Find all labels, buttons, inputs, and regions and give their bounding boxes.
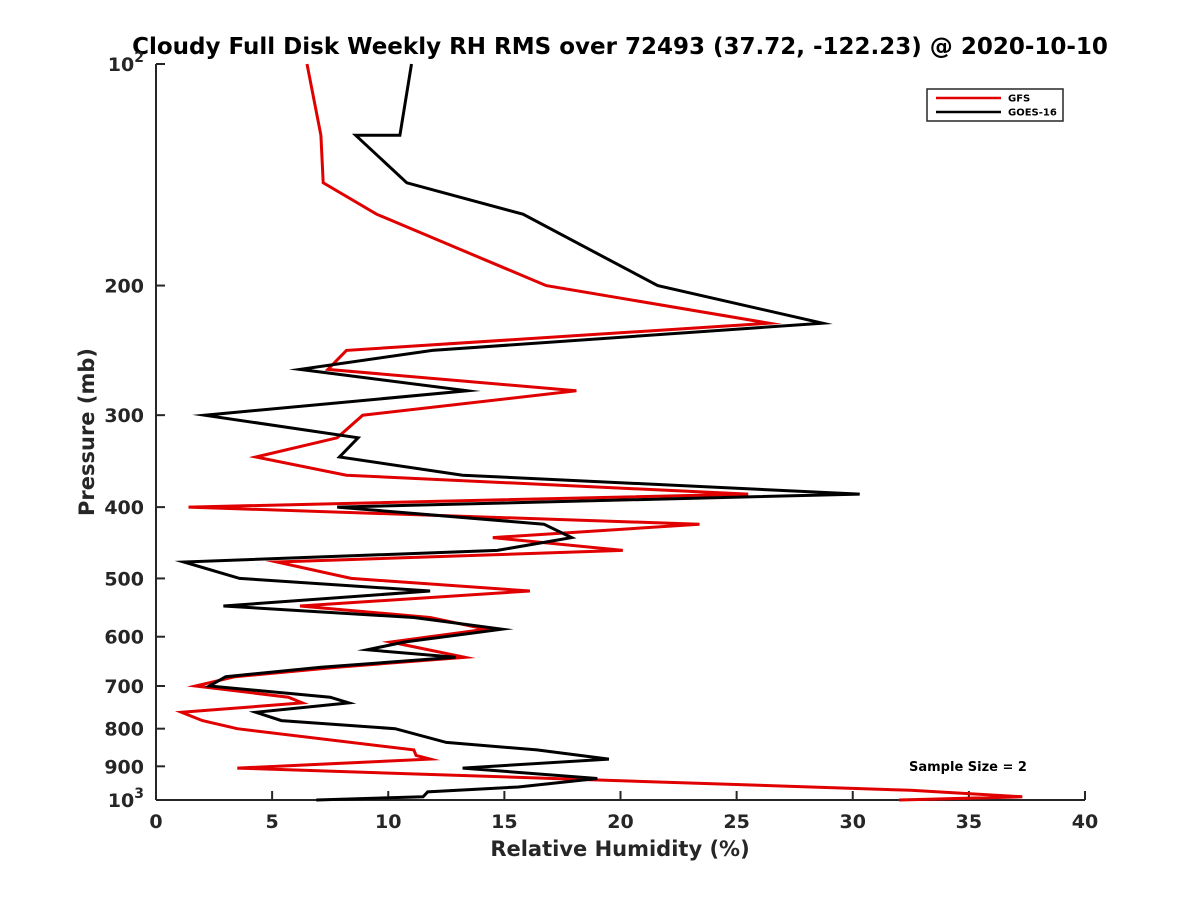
series-layer <box>174 63 1023 802</box>
x-tick-label: 15 <box>491 811 517 833</box>
y-tick-label: 103 <box>108 786 144 812</box>
y-tick-label: 800 <box>104 719 144 741</box>
axes <box>155 64 1085 801</box>
y-tick-label-base: 400 <box>104 497 144 519</box>
legend-box <box>926 88 1064 122</box>
y-tick-label-base: 800 <box>104 719 144 741</box>
series-line-gfs <box>174 63 1023 802</box>
y-tick-label: 600 <box>104 627 144 649</box>
x-tick-label: 20 <box>607 811 633 833</box>
x-tick-label: 5 <box>266 811 279 833</box>
x-tick-label: 10 <box>375 811 401 833</box>
y-tick-label-base: 600 <box>104 627 144 649</box>
x-tick-label: 40 <box>1072 811 1098 833</box>
y-tick-label-base: 10 <box>108 54 134 76</box>
y-axis-label: Pressure (mb) <box>75 348 99 516</box>
sample-size-annotation: Sample Size = 2 <box>909 760 1027 775</box>
legend-label: GFS <box>1008 94 1030 105</box>
y-tick-label-exponent: 2 <box>134 50 144 66</box>
x-tick-label: 0 <box>149 811 162 833</box>
y-tick-label: 300 <box>104 405 144 427</box>
y-tick-label-base: 700 <box>104 676 144 698</box>
legend-label: GOES-16 <box>1008 108 1057 119</box>
y-tick-label: 200 <box>104 276 144 298</box>
series-line-goes-16 <box>174 63 860 802</box>
x-ticks: 0 5 10 15 20 25 30 35 40 <box>149 791 1098 833</box>
x-tick-label: 35 <box>956 811 982 833</box>
y-tick-label: 700 <box>104 676 144 698</box>
y-tick-label-base: 10 <box>108 790 134 812</box>
y-tick-label-base: 300 <box>104 405 144 427</box>
y-tick-label-base: 500 <box>104 568 144 590</box>
chart-title: Cloudy Full Disk Weekly RH RMS over 7249… <box>132 34 1108 60</box>
legend: GFS GOES-16 <box>926 88 1064 122</box>
y-tick-label: 500 <box>104 568 144 590</box>
y-tick-label-base: 200 <box>104 276 144 298</box>
y-tick-label-base: 900 <box>104 756 144 778</box>
x-tick-label: 30 <box>840 811 866 833</box>
y-tick-label: 900 <box>104 756 144 778</box>
x-tick-label: 25 <box>723 811 749 833</box>
y-tick-label-exponent: 3 <box>134 786 144 802</box>
x-axis-label: Relative Humidity (%) <box>490 837 749 861</box>
y-tick-label: 400 <box>104 497 144 519</box>
legend-items: GFS GOES-16 <box>936 94 1057 119</box>
y-tick-label: 102 <box>108 50 144 76</box>
